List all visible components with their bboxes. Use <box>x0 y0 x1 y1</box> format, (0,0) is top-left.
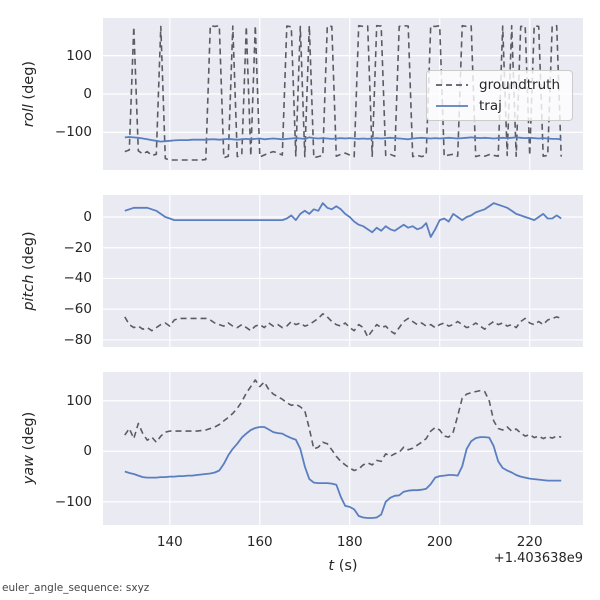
euler-sequence-footnote: euler_angle_sequence: sxyz <box>2 582 150 594</box>
y-tick-label: −100 <box>54 124 92 141</box>
x-tick-label: 220 <box>516 534 543 550</box>
y-tick-label: −20 <box>63 239 93 256</box>
legend-label-groundtruth: groundtruth <box>479 77 561 93</box>
y-tick-label: 100 <box>66 392 92 409</box>
series-groundtruth <box>124 379 562 472</box>
series-groundtruth <box>124 24 562 161</box>
y-tick-label: 100 <box>66 47 92 64</box>
legend: groundtruth traj <box>426 70 573 121</box>
series-traj <box>124 136 562 143</box>
x-tick-label: 200 <box>426 534 453 550</box>
x-tick-label: 160 <box>246 534 273 550</box>
series-traj <box>124 426 562 519</box>
x-axis-label: t (s) <box>328 558 357 574</box>
y-tick-label: −60 <box>63 301 93 318</box>
y-tick-label: −40 <box>63 270 93 287</box>
pitch-chart <box>103 195 583 347</box>
pitch-subplot <box>103 195 583 347</box>
legend-label-traj: traj <box>479 98 502 114</box>
x-tick-label: 180 <box>336 534 363 550</box>
x-axis-offset-text: +1.403638e9 <box>493 551 583 566</box>
legend-entry-groundtruth: groundtruth <box>435 77 564 93</box>
yaw-subplot <box>103 372 583 525</box>
dashed-line-sample-icon <box>436 84 468 86</box>
x-axis-label-var: t <box>328 558 335 574</box>
x-tick-label: 140 <box>156 534 183 550</box>
legend-entry-traj: traj <box>435 98 564 114</box>
y-tick-label: −100 <box>54 493 92 510</box>
y-tick-label: 0 <box>83 86 92 102</box>
solid-line-sample-icon <box>436 105 468 107</box>
yaw-chart <box>103 372 583 525</box>
y-tick-label: −80 <box>63 331 93 348</box>
y-tick-label: 0 <box>83 208 92 225</box>
series-traj <box>124 202 562 238</box>
x-axis-label-unit: (s) <box>334 558 358 574</box>
series-groundtruth <box>124 313 562 338</box>
y-tick-label: 0 <box>83 443 92 460</box>
